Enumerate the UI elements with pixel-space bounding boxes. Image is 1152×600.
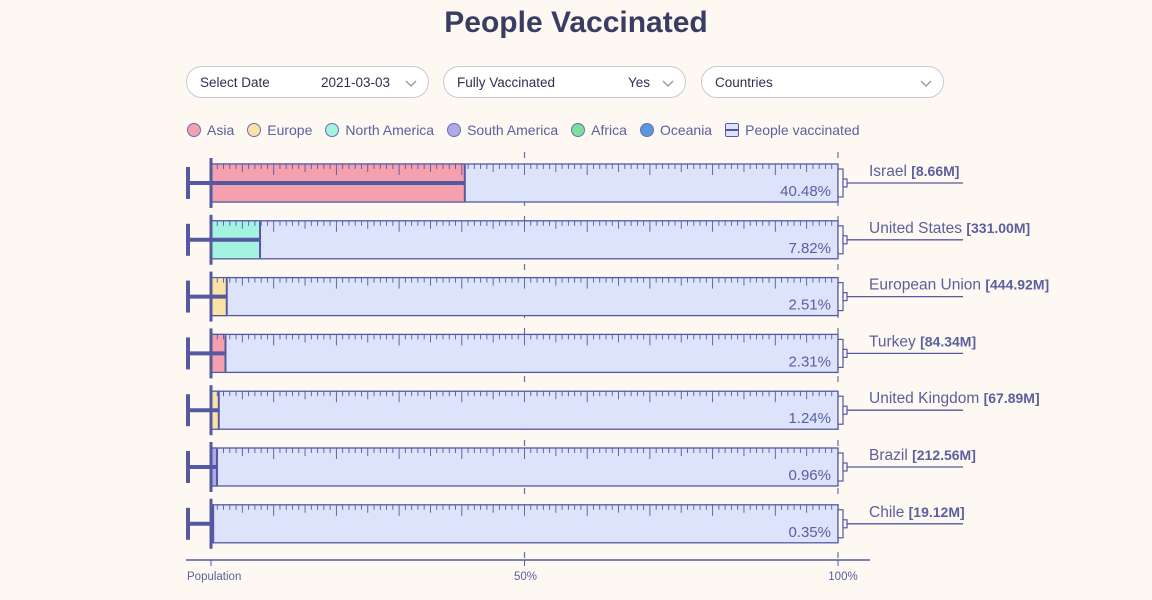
chevron-down-icon	[920, 80, 932, 88]
syringe-row: 2.51% European Union [444.92M]	[186, 271, 1049, 322]
fully-vaccinated-select[interactable]: Fully Vaccinated Yes	[443, 66, 686, 98]
legend-item-africa[interactable]: Africa	[571, 122, 627, 138]
country-label: Israel [8.66M]	[869, 163, 959, 180]
percent-label: 7.82%	[788, 240, 831, 257]
country-label: Brazil [212.56M]	[869, 447, 976, 464]
needle-tip	[842, 235, 848, 245]
legend-swatch	[639, 123, 654, 137]
syringe-row: 0.96% Brazil [212.56M]	[186, 442, 976, 492]
legend-item-europe[interactable]: Europe	[247, 122, 312, 138]
date-select[interactable]: Select Date 2021-03-03	[186, 66, 429, 98]
country-name: European Union	[869, 277, 985, 294]
legend-item-north-america[interactable]: North America	[325, 122, 434, 138]
country-label: European Union [444.92M]	[869, 277, 1049, 294]
legend-swatch	[325, 123, 340, 137]
date-select-value: 2021-03-03	[321, 75, 391, 90]
legend-swatch	[247, 123, 262, 137]
legend-label: North America	[345, 122, 435, 138]
fully-vaccinated-value: Yes	[628, 75, 651, 90]
country-name: United Kingdom	[869, 390, 984, 407]
needle-tip	[842, 462, 848, 472]
legend-swatch	[571, 123, 586, 137]
syringe-swatch-icon	[725, 123, 740, 137]
syringe-row: 0.35% Chile [19.12M]	[186, 498, 965, 549]
scale-ticks	[216, 277, 833, 289]
population-value: [212.56M]	[912, 447, 976, 463]
country-name: Brazil	[869, 447, 912, 464]
syringe-row: 40.48% Israel [8.66M]	[186, 158, 963, 208]
group-select[interactable]: Countries	[701, 66, 944, 98]
legend: Asia Europe North America South America …	[187, 121, 873, 139]
percent-label: 0.96%	[788, 467, 831, 484]
date-select-label: Select Date	[200, 75, 270, 90]
fully-vaccinated-label: Fully Vaccinated	[457, 75, 556, 90]
population-value: [84.34M]	[920, 333, 976, 349]
x-tick-label: 100%	[828, 571, 857, 583]
country-name: Israel	[869, 163, 911, 180]
legend-label: South America	[467, 122, 559, 138]
population-value: [331.00M]	[966, 220, 1030, 236]
scale-ticks	[216, 504, 833, 516]
percent-label: 2.31%	[788, 353, 831, 370]
x-tick-label: 50%	[514, 571, 537, 583]
needle-tip	[842, 348, 848, 358]
population-value: [67.89M]	[984, 390, 1040, 406]
needle-hub	[837, 168, 844, 198]
percent-label: 40.48%	[780, 183, 831, 200]
legend-item-people-vaccinated[interactable]: People vaccinated	[725, 122, 860, 138]
scale-ticks	[216, 391, 833, 403]
syringe-row: 1.24% United Kingdom [67.89M]	[186, 385, 1040, 436]
legend-item-asia[interactable]: Asia	[187, 122, 234, 138]
needle-hub	[837, 338, 844, 368]
legend-item-oceania[interactable]: Oceania	[639, 122, 713, 138]
legend-label: People vaccinated	[745, 122, 860, 138]
country-name: Turkey	[869, 333, 920, 350]
country-name: United States	[869, 220, 966, 237]
percent-label: 2.51%	[788, 297, 831, 314]
needle-hub	[837, 282, 844, 312]
needle-hub	[837, 452, 844, 482]
scale-ticks	[216, 220, 833, 232]
percent-label: 1.24%	[788, 410, 831, 427]
chevron-down-icon	[405, 80, 417, 88]
needle-tip	[842, 519, 848, 529]
needle-tip	[842, 178, 848, 188]
scale-ticks	[216, 334, 833, 346]
legend-item-south-america[interactable]: South America	[447, 122, 558, 138]
population-value: [19.12M]	[909, 504, 965, 520]
legend-label: Asia	[207, 122, 235, 138]
needle-hub	[837, 509, 844, 539]
legend-swatch	[447, 123, 462, 137]
syringe-row: 2.31% Turkey [84.34M]	[186, 328, 976, 379]
country-label: Chile [19.12M]	[869, 504, 965, 521]
chevron-down-icon	[662, 80, 674, 88]
country-name: Chile	[869, 504, 909, 521]
x-tick-label: Population	[187, 571, 241, 583]
needle-hub	[837, 395, 844, 425]
population-value: [8.66M]	[911, 163, 959, 179]
legend-swatch	[187, 123, 201, 137]
syringe-row: 7.82% United States [331.00M]	[186, 214, 1030, 265]
country-label: United Kingdom [67.89M]	[869, 390, 1040, 407]
scale-ticks	[216, 448, 833, 459]
population-value: [444.92M]	[985, 277, 1049, 293]
percent-label: 0.35%	[788, 524, 831, 541]
needle-hub	[837, 225, 844, 255]
group-select-label: Countries	[715, 75, 773, 90]
country-label: Turkey [84.34M]	[869, 333, 976, 350]
page-title: People Vaccinated	[444, 6, 708, 39]
legend-label: Europe	[267, 122, 313, 138]
legend-label: Africa	[591, 122, 627, 138]
needle-tip	[842, 292, 848, 302]
needle-tip	[842, 405, 848, 415]
legend-label: Oceania	[659, 122, 713, 138]
scale-ticks	[216, 164, 833, 175]
country-label: United States [331.00M]	[869, 220, 1030, 237]
